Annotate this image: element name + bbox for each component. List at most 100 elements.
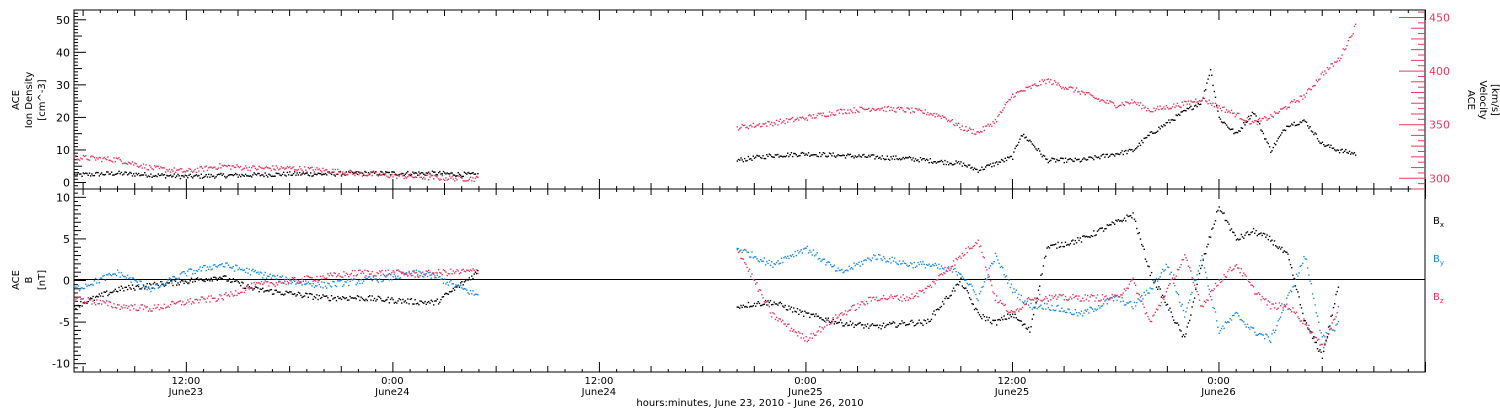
data-point <box>284 278 286 281</box>
data-point <box>917 261 919 264</box>
data-point <box>1064 311 1067 314</box>
data-point <box>1131 279 1133 281</box>
data-point <box>741 251 743 254</box>
data-point <box>987 123 989 125</box>
data-point <box>1104 156 1106 158</box>
data-point <box>954 267 956 270</box>
data-point <box>1235 311 1238 314</box>
data-point <box>244 165 247 167</box>
data-point <box>1267 300 1269 302</box>
data-point <box>91 297 93 300</box>
data-point <box>771 261 773 263</box>
data-point <box>895 326 897 328</box>
data-point <box>902 156 904 159</box>
data-point <box>323 173 325 176</box>
data-point <box>1143 248 1145 250</box>
data-point <box>290 168 292 170</box>
data-point <box>1260 120 1262 122</box>
data-point <box>1320 351 1322 353</box>
data-point <box>1079 300 1081 302</box>
data-point <box>1143 291 1145 294</box>
data-point <box>380 297 382 300</box>
data-point <box>1184 109 1186 112</box>
data-point <box>804 154 806 156</box>
data-point <box>1230 109 1233 112</box>
data-point <box>327 282 329 284</box>
data-point <box>376 174 378 176</box>
data-point <box>286 278 289 280</box>
data-point <box>1068 86 1070 88</box>
data-point <box>1330 328 1332 330</box>
data-point <box>200 270 202 272</box>
data-point <box>182 301 184 303</box>
data-point <box>1259 117 1261 119</box>
data-point <box>1252 286 1255 288</box>
data-point <box>751 251 753 253</box>
data-point <box>1175 114 1177 116</box>
data-point <box>263 282 265 284</box>
data-point <box>1275 329 1277 332</box>
data-point <box>280 166 282 168</box>
data-point <box>1222 212 1224 215</box>
data-point <box>1223 121 1225 123</box>
data-point <box>75 307 77 310</box>
data-point <box>206 176 209 178</box>
data-point <box>839 269 842 272</box>
data-point <box>121 287 124 289</box>
data-point <box>1236 238 1239 240</box>
data-point <box>118 271 120 274</box>
data-point <box>1298 101 1300 103</box>
data-point <box>1072 314 1074 316</box>
data-point <box>1284 129 1287 132</box>
data-point <box>161 283 163 285</box>
data-point <box>753 157 756 159</box>
data-point <box>240 175 242 178</box>
data-point <box>301 169 303 172</box>
data-point <box>1337 57 1340 59</box>
data-point <box>1252 327 1255 329</box>
data-point <box>1314 341 1316 344</box>
data-point <box>190 303 193 305</box>
data-point <box>1160 301 1163 304</box>
data-point <box>1191 108 1193 111</box>
data-point <box>847 153 849 155</box>
data-point <box>1321 357 1324 359</box>
data-point <box>854 111 856 114</box>
data-point <box>339 170 341 173</box>
data-point <box>1175 105 1177 107</box>
data-point <box>434 277 436 279</box>
data-point <box>780 320 783 323</box>
data-point <box>1272 146 1274 149</box>
data-point <box>1272 244 1274 246</box>
data-point <box>157 173 159 175</box>
data-point <box>150 166 152 168</box>
data-point <box>962 255 965 257</box>
data-point <box>135 163 137 165</box>
data-point <box>147 310 150 312</box>
data-point <box>1331 322 1333 324</box>
data-point <box>1193 101 1196 103</box>
data-point <box>1128 301 1131 303</box>
data-point <box>1291 267 1293 269</box>
data-point <box>271 275 274 277</box>
data-point <box>174 176 177 179</box>
data-point <box>135 280 137 282</box>
data-point <box>943 268 945 270</box>
data-point <box>980 316 982 318</box>
data-point <box>364 269 366 271</box>
data-point <box>1196 106 1198 108</box>
data-point <box>806 119 809 121</box>
data-point <box>950 267 952 270</box>
data-point <box>318 172 320 175</box>
data-point <box>179 300 182 302</box>
data-point <box>285 175 287 177</box>
data-point <box>955 160 957 162</box>
data-point <box>863 259 865 262</box>
data-point <box>798 313 800 315</box>
data-point <box>1141 300 1143 302</box>
data-point <box>919 157 922 159</box>
data-point <box>848 112 850 114</box>
data-point <box>891 296 893 298</box>
data-point <box>119 276 121 278</box>
data-point <box>461 177 463 179</box>
